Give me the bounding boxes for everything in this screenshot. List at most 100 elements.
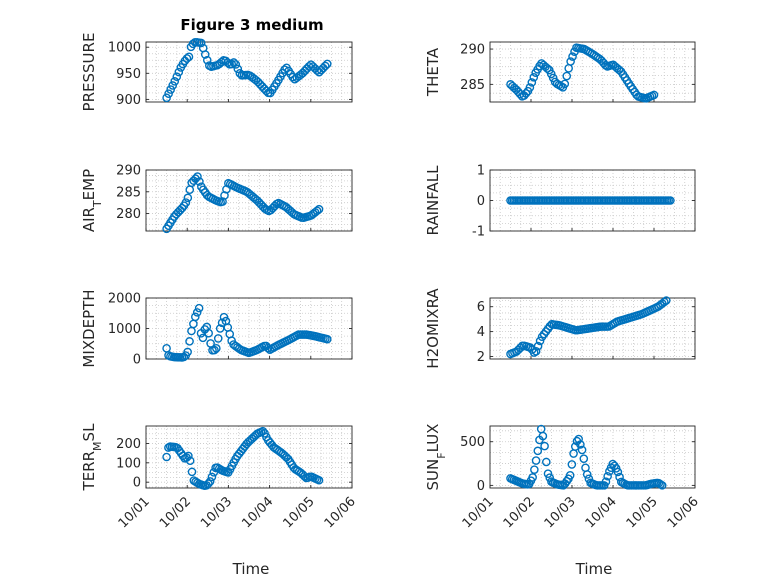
data-point: [535, 336, 545, 346]
y-axis-label-part: RAINFALL: [424, 165, 442, 236]
y-tick-label: 0: [133, 476, 141, 491]
data-point: [182, 54, 192, 63]
data-point: [204, 328, 213, 338]
subplot-3: 280 285 290 AIRTEMP: [80, 164, 353, 234]
data-point: [521, 89, 531, 98]
y-axis-label-part: AIR: [80, 207, 98, 232]
data-point: [576, 440, 585, 449]
data-point: [235, 69, 245, 78]
data-point: [582, 470, 592, 479]
data-point: [548, 73, 558, 83]
data-point: [601, 477, 611, 487]
data-point: [263, 343, 273, 353]
data-point: [533, 446, 543, 456]
data-point: [546, 69, 556, 79]
data-point: [531, 346, 541, 356]
y-tick-label: 290: [116, 164, 141, 179]
data-point: [527, 78, 537, 87]
y-tick-label: 290: [460, 43, 485, 58]
data-point: [562, 71, 572, 81]
y-tick-label: -1: [472, 225, 485, 240]
y-tick-label: 200: [116, 437, 141, 452]
data-point: [188, 39, 198, 49]
data-point: [184, 52, 194, 62]
axes-box: [145, 169, 353, 232]
data-point: [314, 204, 324, 214]
data-point: [543, 64, 552, 73]
data-point: [660, 297, 669, 307]
y-tick-label: 4: [477, 325, 485, 340]
x-axis-label-left: Time: [232, 560, 270, 578]
data-point: [233, 64, 243, 74]
subplot-6: 2 4 6 H2OMIXRA: [424, 288, 696, 369]
data-point: [210, 345, 219, 355]
y-tick-label: 500: [460, 435, 485, 450]
data-point: [322, 59, 332, 69]
data-point: [577, 445, 587, 455]
data-point: [204, 479, 213, 488]
data-point: [528, 473, 537, 482]
y-axis-label-part: MIXDEPTH: [80, 289, 98, 367]
y-axis-label-part: TERR: [80, 451, 98, 492]
y-tick-label: 900: [116, 93, 141, 108]
axes-box: [489, 297, 696, 360]
data-point: [181, 198, 191, 207]
data-point: [533, 341, 543, 351]
data-point: [656, 479, 665, 489]
data-point: [657, 481, 667, 490]
data-point: [162, 93, 171, 103]
data-point: [314, 475, 324, 485]
data-point: [538, 431, 548, 441]
y-axis-label-subscript: T: [91, 200, 104, 208]
subplot-1: 900 950 1000 PRESSURE: [80, 33, 353, 112]
y-axis-label-part: LUX: [424, 424, 442, 453]
y-axis-label-part: SUN: [424, 459, 442, 491]
y-axis-label: AIRTEMP: [80, 169, 104, 232]
data-point: [196, 38, 206, 48]
data-point: [162, 452, 171, 462]
data-point: [280, 65, 289, 74]
data-point: [207, 472, 217, 482]
data-point: [579, 454, 589, 463]
data-point: [172, 72, 182, 82]
data-point: [565, 471, 575, 480]
data-point: [166, 85, 175, 94]
data-point: [184, 451, 193, 461]
data-point: [649, 90, 659, 100]
data-point: [185, 456, 195, 466]
y-axis-label-part: SL: [80, 423, 98, 442]
x-axis-label-right: Time: [575, 560, 613, 578]
y-axis-label: THETA: [424, 47, 442, 97]
axes-box: [145, 425, 353, 489]
data-point: [531, 456, 541, 465]
data-point: [213, 334, 223, 343]
data-point: [613, 467, 623, 477]
y-tick-label: 2: [477, 350, 485, 365]
data-point: [560, 79, 570, 89]
y-tick-label: 1000: [108, 41, 141, 56]
data-point: [570, 442, 580, 451]
figure-title: Figure 3 medium: [180, 16, 323, 34]
data-point: [574, 434, 583, 444]
data-point: [567, 460, 577, 469]
y-tick-label: 0: [477, 479, 485, 494]
data-point: [185, 337, 194, 346]
data-point: [202, 55, 212, 65]
y-tick-label: 285: [460, 78, 485, 93]
data-point: [192, 308, 202, 317]
data-point: [312, 206, 322, 216]
axes-box: [489, 41, 696, 103]
data-point: [164, 89, 173, 99]
axes-box: [145, 41, 353, 103]
y-tick-label: 285: [116, 185, 141, 200]
data-point: [198, 333, 208, 343]
data-point: [662, 296, 671, 305]
data-point: [258, 426, 268, 436]
y-axis-label-part: EMP: [80, 169, 98, 200]
y-axis-label: PRESSURE: [80, 33, 98, 112]
y-axis-label-part: H2OMIXRA: [424, 288, 442, 369]
y-tick-label: 950: [116, 67, 141, 82]
data-point: [229, 58, 239, 67]
data-point: [183, 193, 193, 203]
